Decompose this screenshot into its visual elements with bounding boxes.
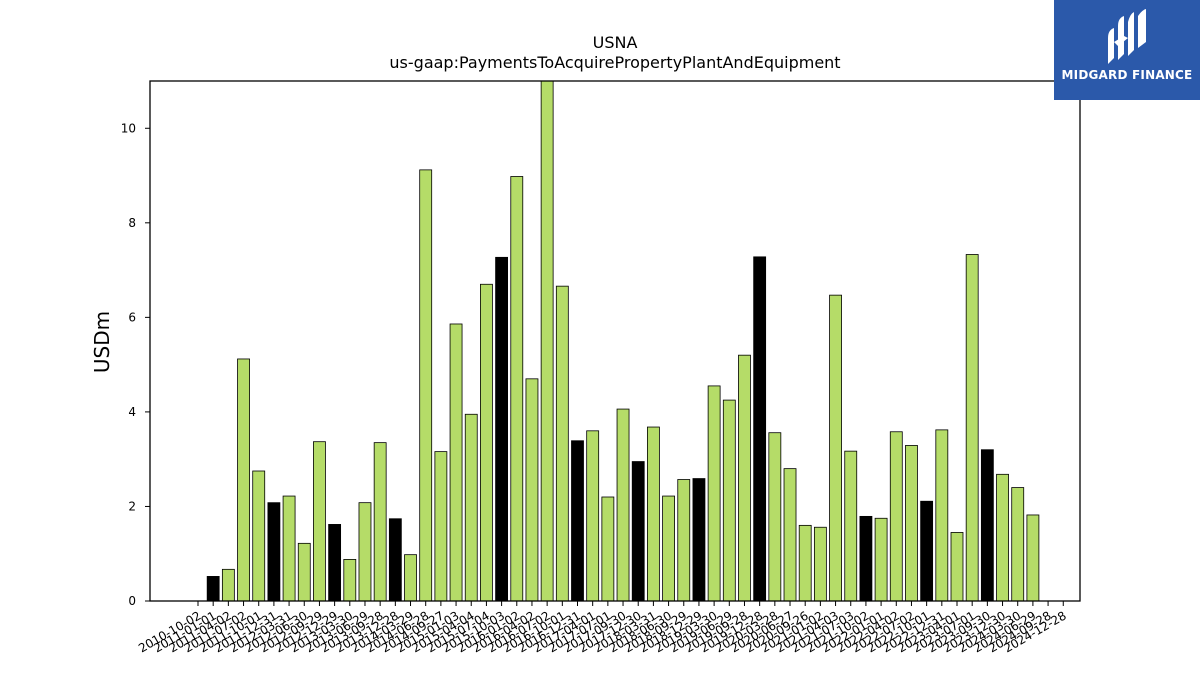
logo-mark-icon xyxy=(1108,9,1146,64)
bar-2020-09-26 xyxy=(798,524,812,602)
bar-2018-06-30 xyxy=(662,495,675,602)
y-axis-label: USDm xyxy=(90,311,114,373)
bar-2011-10-01 xyxy=(252,470,266,602)
bar-2012-06-30 xyxy=(297,542,311,602)
bar-2023-12-30 xyxy=(996,473,1009,602)
bar-2017-04-01 xyxy=(586,430,600,602)
y-tick-label: 0 xyxy=(128,594,136,608)
bars-layer xyxy=(206,80,1040,602)
bar-2011-07-02 xyxy=(237,358,250,602)
axes: 02468102010-10-022011-01-012011-04-02201… xyxy=(121,80,1081,655)
bar-2019-09-28 xyxy=(738,354,751,602)
bar-2022-01-01 xyxy=(874,517,888,602)
bar-2017-09-30 xyxy=(616,408,630,602)
y-tick-label: 4 xyxy=(128,405,136,419)
bar-2024-03-30 xyxy=(1011,487,1025,602)
plot-frame xyxy=(149,80,1081,602)
bar-2022-10-01 xyxy=(920,500,934,602)
bar-2018-09-29 xyxy=(677,479,691,602)
bar-2020-03-28 xyxy=(768,432,782,602)
bar-2023-09-30 xyxy=(980,449,994,602)
bar-2013-06-29 xyxy=(358,502,372,602)
bar-2014-09-27 xyxy=(434,451,448,602)
bar-2014-06-28 xyxy=(419,169,433,602)
bar-2012-09-29 xyxy=(313,441,326,602)
bar-2016-12-31 xyxy=(571,440,584,602)
y-tick-label: 2 xyxy=(128,499,136,513)
bar-2021-07-03 xyxy=(844,450,858,602)
bar-2012-03-31 xyxy=(282,495,296,602)
bar-2015-07-04 xyxy=(480,283,493,602)
bar-2013-09-28 xyxy=(373,442,387,602)
bar-2024-06-29 xyxy=(1026,514,1040,602)
bar-2023-04-01 xyxy=(950,532,964,602)
bar-2018-12-29 xyxy=(692,478,706,602)
bar-2016-01-02 xyxy=(510,176,524,602)
logo-text: MIDGARD FINANCE xyxy=(1061,68,1193,82)
bar-2011-01-01 xyxy=(206,576,220,602)
bar-2016-04-02 xyxy=(525,378,539,602)
bar-2022-07-02 xyxy=(905,445,918,602)
bar-2019-06-29 xyxy=(722,399,736,602)
bar-2019-03-30 xyxy=(707,385,721,602)
bar-2016-07-02 xyxy=(540,80,554,602)
bar-2021-01-02 xyxy=(813,526,827,602)
y-tick-label: 10 xyxy=(121,121,136,135)
bar-2011-12-31 xyxy=(267,502,281,602)
bar-2013-12-28 xyxy=(388,518,402,602)
bar-2012-12-29 xyxy=(328,524,342,602)
bar-2015-04-04 xyxy=(464,413,478,602)
bar-2011-04-02 xyxy=(221,568,235,602)
y-tick-label: 6 xyxy=(128,310,136,324)
bar-2022-04-02 xyxy=(889,431,903,602)
brand-logo: MIDGARD FINANCE xyxy=(1054,0,1200,100)
y-tick-label: 8 xyxy=(128,216,136,230)
chart-subtitle: us-gaap:PaymentsToAcquirePropertyPlantAn… xyxy=(389,53,840,72)
bar-2018-03-31 xyxy=(647,426,660,602)
bar-2017-12-30 xyxy=(631,461,645,602)
bar-2015-10-03 xyxy=(495,256,509,602)
bar-2022-12-31 xyxy=(935,429,949,602)
chart-title: USNA xyxy=(593,33,638,52)
bar-2020-06-27 xyxy=(783,468,797,602)
bar-2017-07-01 xyxy=(601,496,615,602)
bar-2021-10-02 xyxy=(859,515,873,602)
bar-2016-10-01 xyxy=(555,285,569,602)
bar-2023-07-01 xyxy=(965,254,979,602)
bar-2015-01-03 xyxy=(449,323,463,602)
bar-2013-03-30 xyxy=(343,559,357,602)
bar-2019-12-28 xyxy=(753,256,767,602)
bar-2014-03-29 xyxy=(404,554,417,602)
bar-2021-04-03 xyxy=(829,294,842,602)
